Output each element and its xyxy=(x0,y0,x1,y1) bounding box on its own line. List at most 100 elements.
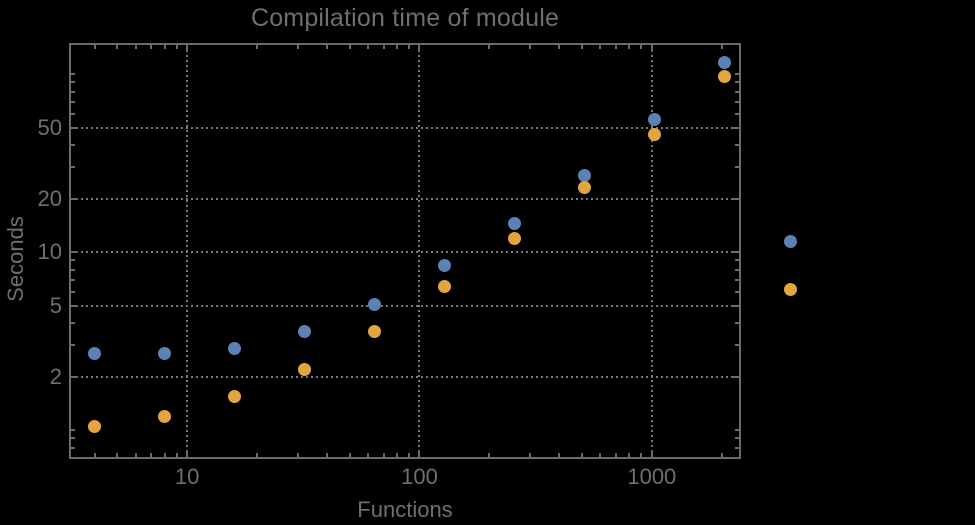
x-tick-mark xyxy=(580,45,583,49)
gridline-vertical xyxy=(418,45,421,457)
y-tick-mark xyxy=(71,456,75,459)
y-tick-mark xyxy=(735,268,739,271)
x-tick-mark xyxy=(348,45,351,49)
y-tick-mark xyxy=(71,90,75,93)
y-tick-mark xyxy=(735,166,739,169)
y-tick-mark xyxy=(71,73,75,76)
x-tick-mark xyxy=(529,45,532,49)
y-tick-mark xyxy=(732,375,739,378)
x-tick-mark xyxy=(599,453,602,457)
y-tick-mark xyxy=(71,375,78,378)
y-tick-mark xyxy=(735,259,739,262)
x-tick-mark xyxy=(628,453,631,457)
y-tick-mark xyxy=(735,144,739,147)
data-point-series-2 xyxy=(88,420,102,434)
x-axis-label: Functions xyxy=(357,497,453,522)
y-tick-mark xyxy=(735,73,739,76)
x-tick-mark xyxy=(407,453,410,457)
x-tick-mark xyxy=(348,453,351,457)
x-tick-mark xyxy=(382,45,385,49)
y-tick-mark xyxy=(71,259,75,262)
y-tick-label: 20 xyxy=(37,185,62,211)
x-tick-mark xyxy=(163,45,166,49)
x-tick-mark xyxy=(614,45,617,49)
y-tick-mark xyxy=(732,197,739,200)
data-point-series-1 xyxy=(367,297,381,311)
y-tick-mark xyxy=(735,429,739,432)
x-tick-mark xyxy=(134,453,137,457)
data-point-series-1 xyxy=(717,55,731,69)
y-tick-mark xyxy=(71,446,75,449)
x-tick-label: 100 xyxy=(401,464,438,489)
x-tick-mark xyxy=(256,45,259,49)
x-tick-mark xyxy=(297,453,300,457)
data-point-series-2 xyxy=(717,70,731,84)
y-tick-mark xyxy=(71,197,78,200)
y-tick-mark xyxy=(732,251,739,254)
x-tick-mark xyxy=(366,45,369,49)
y-tick-mark xyxy=(71,100,75,103)
gridline-horizontal xyxy=(71,375,739,378)
x-tick-mark xyxy=(93,453,96,457)
y-tick-label: 50 xyxy=(37,114,62,140)
y-tick-mark xyxy=(71,437,75,440)
legend-marker xyxy=(783,282,797,296)
y-tick-mark xyxy=(732,126,739,129)
gridline-horizontal xyxy=(71,304,739,307)
x-tick-mark xyxy=(186,45,189,52)
x-tick-mark xyxy=(558,453,561,457)
y-tick-mark xyxy=(71,144,75,147)
data-point-series-1 xyxy=(88,347,102,361)
x-tick-mark xyxy=(558,45,561,49)
y-tick-mark xyxy=(71,268,75,271)
data-point-series-2 xyxy=(228,389,242,403)
x-tick-mark xyxy=(395,453,398,457)
gridline-horizontal xyxy=(71,126,739,129)
y-tick-mark xyxy=(735,344,739,347)
y-tick-label: 10 xyxy=(37,239,62,265)
x-tick-mark xyxy=(407,45,410,49)
x-tick-mark xyxy=(488,45,491,49)
x-tick-mark xyxy=(395,45,398,49)
x-tick-mark xyxy=(163,453,166,457)
x-tick-mark xyxy=(720,453,723,457)
data-point-series-1 xyxy=(647,112,661,126)
y-tick-mark xyxy=(732,304,739,307)
x-tick-mark xyxy=(175,45,178,49)
x-tick-mark xyxy=(256,453,259,457)
y-tick-mark xyxy=(735,278,739,281)
x-tick-mark xyxy=(650,450,653,457)
x-tick-mark xyxy=(134,45,137,49)
y-tick-mark xyxy=(735,437,739,440)
x-tick-mark xyxy=(93,45,96,49)
y-tick-label: 5 xyxy=(49,292,62,318)
x-tick-mark xyxy=(116,453,119,457)
x-tick-mark xyxy=(580,453,583,457)
data-point-series-2 xyxy=(437,280,451,294)
x-tick-label: 10 xyxy=(174,464,200,489)
gridline-horizontal xyxy=(71,197,739,200)
x-tick-mark xyxy=(150,45,153,49)
gridline-vertical xyxy=(186,45,189,457)
data-point-series-1 xyxy=(298,324,312,338)
data-point-series-2 xyxy=(158,409,172,423)
x-tick-mark xyxy=(650,45,653,52)
gridline-vertical xyxy=(650,45,653,457)
x-tick-mark xyxy=(150,453,153,457)
x-tick-mark xyxy=(628,45,631,49)
x-tick-mark xyxy=(614,453,617,457)
x-tick-mark xyxy=(529,453,532,457)
y-tick-mark xyxy=(71,290,75,293)
data-point-series-2 xyxy=(298,362,312,376)
y-tick-label: 2 xyxy=(49,363,62,389)
data-point-series-2 xyxy=(577,181,591,195)
data-point-series-2 xyxy=(647,127,661,141)
data-point-series-1 xyxy=(228,341,242,355)
y-tick-mark xyxy=(71,112,75,115)
data-point-series-1 xyxy=(437,259,451,273)
x-tick-mark xyxy=(488,453,491,457)
y-tick-mark xyxy=(735,322,739,325)
y-tick-mark xyxy=(71,126,78,129)
data-point-series-1 xyxy=(158,347,172,361)
